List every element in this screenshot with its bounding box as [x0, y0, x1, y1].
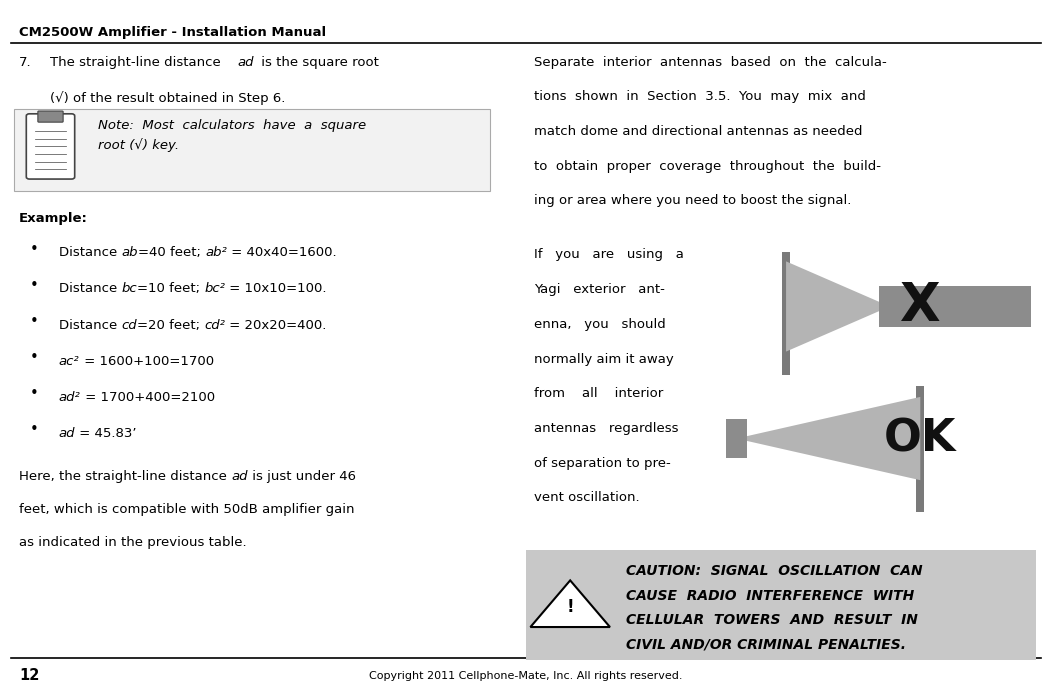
Text: ad: ad: [231, 470, 247, 483]
Text: CAUTION:  SIGNAL  OSCILLATION  CAN: CAUTION: SIGNAL OSCILLATION CAN: [626, 564, 923, 578]
Text: = 20x20=400.: = 20x20=400.: [225, 319, 327, 332]
Bar: [731, 245, 1036, 516]
Text: Yagi   exterior   ant-: Yagi exterior ant-: [534, 283, 665, 296]
Text: feet, which is compatible with 50dB amplifier gain: feet, which is compatible with 50dB ampl…: [19, 503, 355, 516]
Text: match dome and directional antennas as needed: match dome and directional antennas as n…: [534, 125, 863, 138]
FancyBboxPatch shape: [14, 109, 490, 191]
Text: =10 feet;: =10 feet;: [137, 282, 204, 296]
Text: = 1700+400=2100: = 1700+400=2100: [81, 391, 215, 404]
Text: ac²: ac²: [59, 355, 80, 368]
Text: !: !: [566, 598, 574, 616]
Text: Distance: Distance: [59, 246, 121, 260]
Text: cd²: cd²: [204, 319, 225, 332]
Text: ab²: ab²: [205, 246, 227, 260]
Text: If   you   are   using   a: If you are using a: [534, 248, 684, 262]
Text: Distance: Distance: [59, 319, 121, 332]
Text: •: •: [29, 278, 38, 293]
Polygon shape: [736, 397, 920, 480]
Text: =20 feet;: =20 feet;: [137, 319, 204, 332]
Text: tions  shown  in  Section  3.5.  You  may  mix  and: tions shown in Section 3.5. You may mix …: [534, 90, 866, 103]
Polygon shape: [786, 262, 890, 352]
Text: cd: cd: [121, 319, 137, 332]
Text: to  obtain  proper  coverage  throughout  the  build-: to obtain proper coverage throughout the…: [534, 160, 882, 173]
Text: •: •: [29, 422, 38, 437]
Bar: [879, 286, 1031, 328]
Text: •: •: [29, 350, 38, 365]
Text: Example:: Example:: [19, 212, 87, 225]
Text: Separate  interior  antennas  based  on  the  calcula-: Separate interior antennas based on the …: [534, 56, 887, 69]
Text: Note:  Most  calculators  have  a  square
root (√) key.: Note: Most calculators have a square roo…: [98, 119, 366, 152]
Text: The straight-line distance: The straight-line distance: [50, 56, 225, 69]
Text: ad: ad: [238, 56, 255, 69]
Text: bc²: bc²: [204, 282, 225, 296]
Text: OK: OK: [884, 417, 956, 460]
Bar: [782, 252, 790, 375]
Text: X: X: [899, 280, 940, 332]
Text: bc: bc: [121, 282, 137, 296]
Text: is just under 46: is just under 46: [247, 470, 356, 483]
Bar: [916, 386, 925, 512]
Text: CM2500W Amplifier - Installation Manual: CM2500W Amplifier - Installation Manual: [19, 26, 326, 40]
Text: of separation to pre-: of separation to pre-: [534, 457, 671, 470]
Text: •: •: [29, 386, 38, 401]
Text: Copyright 2011 Cellphone-Mate, Inc. All rights reserved.: Copyright 2011 Cellphone-Mate, Inc. All …: [369, 671, 683, 681]
Text: 12: 12: [19, 668, 39, 684]
Text: from    all    interior: from all interior: [534, 387, 664, 400]
FancyBboxPatch shape: [38, 111, 63, 122]
Text: normally aim it away: normally aim it away: [534, 353, 674, 366]
Text: ing or area where you need to boost the signal.: ing or area where you need to boost the …: [534, 194, 852, 208]
Text: is the square root: is the square root: [257, 56, 379, 69]
Text: = 10x10=100.: = 10x10=100.: [225, 282, 327, 296]
Text: = 1600+100=1700: = 1600+100=1700: [80, 355, 214, 368]
Text: CIVIL AND/OR CRIMINAL PENALTIES.: CIVIL AND/OR CRIMINAL PENALTIES.: [626, 637, 906, 652]
Text: =40 feet;: =40 feet;: [138, 246, 205, 260]
Text: •: •: [29, 242, 38, 257]
Text: ad: ad: [59, 427, 76, 440]
Text: antennas   regardless: antennas regardless: [534, 422, 679, 435]
Text: enna,   you   should: enna, you should: [534, 318, 666, 331]
Text: ad²: ad²: [59, 391, 81, 404]
Text: vent oscillation.: vent oscillation.: [534, 491, 640, 505]
Text: as indicated in the previous table.: as indicated in the previous table.: [19, 536, 246, 550]
Text: CAUSE  RADIO  INTERFERENCE  WITH: CAUSE RADIO INTERFERENCE WITH: [626, 589, 914, 602]
Text: = 45.83’: = 45.83’: [76, 427, 137, 440]
Text: Here, the straight-line distance: Here, the straight-line distance: [19, 470, 231, 483]
Text: 7.: 7.: [19, 56, 32, 69]
Text: = 40x40=1600.: = 40x40=1600.: [227, 246, 337, 260]
Text: Distance: Distance: [59, 282, 121, 296]
Polygon shape: [530, 580, 610, 627]
Text: •: •: [29, 314, 38, 329]
Bar: [726, 419, 747, 458]
Bar: [526, 550, 1036, 660]
Text: (√) of the result obtained in Step 6.: (√) of the result obtained in Step 6.: [50, 92, 286, 105]
Text: CELLULAR  TOWERS  AND  RESULT  IN: CELLULAR TOWERS AND RESULT IN: [626, 613, 917, 627]
Text: ab: ab: [121, 246, 138, 260]
FancyBboxPatch shape: [26, 114, 75, 179]
